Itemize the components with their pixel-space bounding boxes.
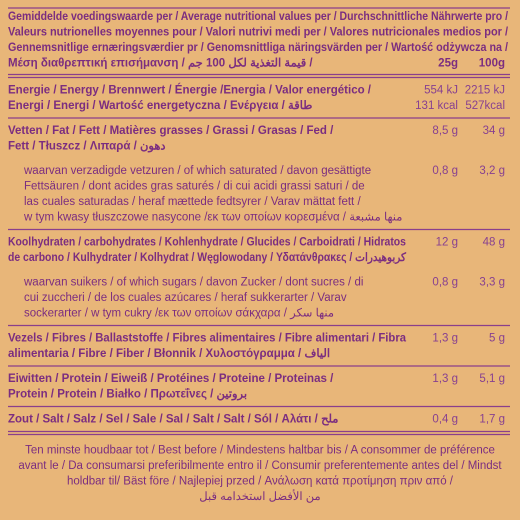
nutrient-value: 34 g <box>483 125 505 137</box>
sub-nutrient-label: Fettsäuren / dont acides gras saturés / … <box>24 181 365 193</box>
header-line: Gemiddelde voedingswaarde per / Average … <box>8 11 509 23</box>
nutrient-label: Vezels / Fibres / Ballaststoffe / Fibres… <box>8 333 407 345</box>
column-header: 100g <box>479 58 505 70</box>
sub-nutrient-label: waarvan verzadigde vetzuren / of which s… <box>23 165 371 177</box>
footer-line: من الأفضل استخدامه قبل <box>199 488 320 503</box>
sub-nutrient-label: w tym kwasy tłuszczowe nasycone /εκ των … <box>23 211 402 224</box>
nutrient-value: 3,2 g <box>479 165 505 177</box>
nutrient-value: 8,5 g <box>432 125 458 137</box>
footer-line: avant le / Da consumarsi preferibilmente… <box>18 460 502 472</box>
footer-line: holdbar til/ Bäst före / Najlepiej przed… <box>67 476 454 488</box>
sub-nutrient-label: cui zuccheri / de los cuales azúcares / … <box>24 292 347 304</box>
header-line: Valeurs nutrionelles moyennes pour / Val… <box>8 27 509 39</box>
nutrient-label: Zout / Salt / Salz / Sel / Sale / Sal / … <box>8 413 338 427</box>
sub-nutrient-label: waarvan suikers / of which sugars / davo… <box>23 277 363 289</box>
nutrient-label: Koolhydraten / carbohydrates / Kohlenhyd… <box>8 237 406 249</box>
column-header: 25g <box>438 58 458 70</box>
nutrient-label: Energi / Energi / Wartość energetyczna /… <box>8 99 312 112</box>
nutrient-label: de carbono / Kulhydrater / Kolhydrat / W… <box>8 251 406 265</box>
nutrient-value: 1,3 g <box>432 373 458 385</box>
sub-nutrient-label: sockerarter / w tym cukry /εκ των οποίων… <box>24 307 334 320</box>
nutrient-value: 1,3 g <box>432 333 458 345</box>
nutrient-value: 2215 kJ <box>465 85 505 97</box>
nutrient-value: 554 kJ <box>424 85 458 97</box>
nutrient-value: 48 g <box>483 237 505 249</box>
nutrient-value: 0,8 g <box>432 277 458 289</box>
nutrient-value: 0,8 g <box>432 165 458 177</box>
footer-line: Ten minste houdbaar tot / Best before / … <box>25 445 495 457</box>
header-line: Μέση διαθρεπτική επισήμανση / قيمة التغذ… <box>8 57 313 71</box>
nutrient-label: Protein / Protein / Białko / Πρωτεΐνες /… <box>8 389 247 402</box>
nutrient-value: 3,3 g <box>479 277 505 289</box>
nutrient-value: 527kcal <box>465 100 505 112</box>
nutrient-label: Vetten / Fat / Fett / Matières grasses /… <box>8 125 334 137</box>
sub-nutrient-label: las cuales saturadas / heraf mættede fed… <box>24 196 361 208</box>
nutrient-label: Fett / Tłuszcz / Λιπαρά / دهون <box>8 141 166 154</box>
nutrient-value: 1,7 g <box>479 414 505 426</box>
nutrient-label: Energie / Energy / Brennwert / Énergie /… <box>8 84 372 97</box>
nutrient-value: 12 g <box>436 237 458 249</box>
nutrient-value: 0,4 g <box>432 414 458 426</box>
nutrient-value: 131 kcal <box>415 100 458 112</box>
nutrient-label: alimentaria / Fibre / Fiber / Błonnik / … <box>8 347 330 360</box>
nutrient-label: Eiwitten / Protein / Eiweiß / Protéines … <box>8 373 334 385</box>
nutrient-value: 5,1 g <box>479 373 505 385</box>
nutrient-value: 5 g <box>489 333 505 345</box>
header-line: Gennemsnitlige ernæringsværdier pr / Gen… <box>8 42 509 54</box>
